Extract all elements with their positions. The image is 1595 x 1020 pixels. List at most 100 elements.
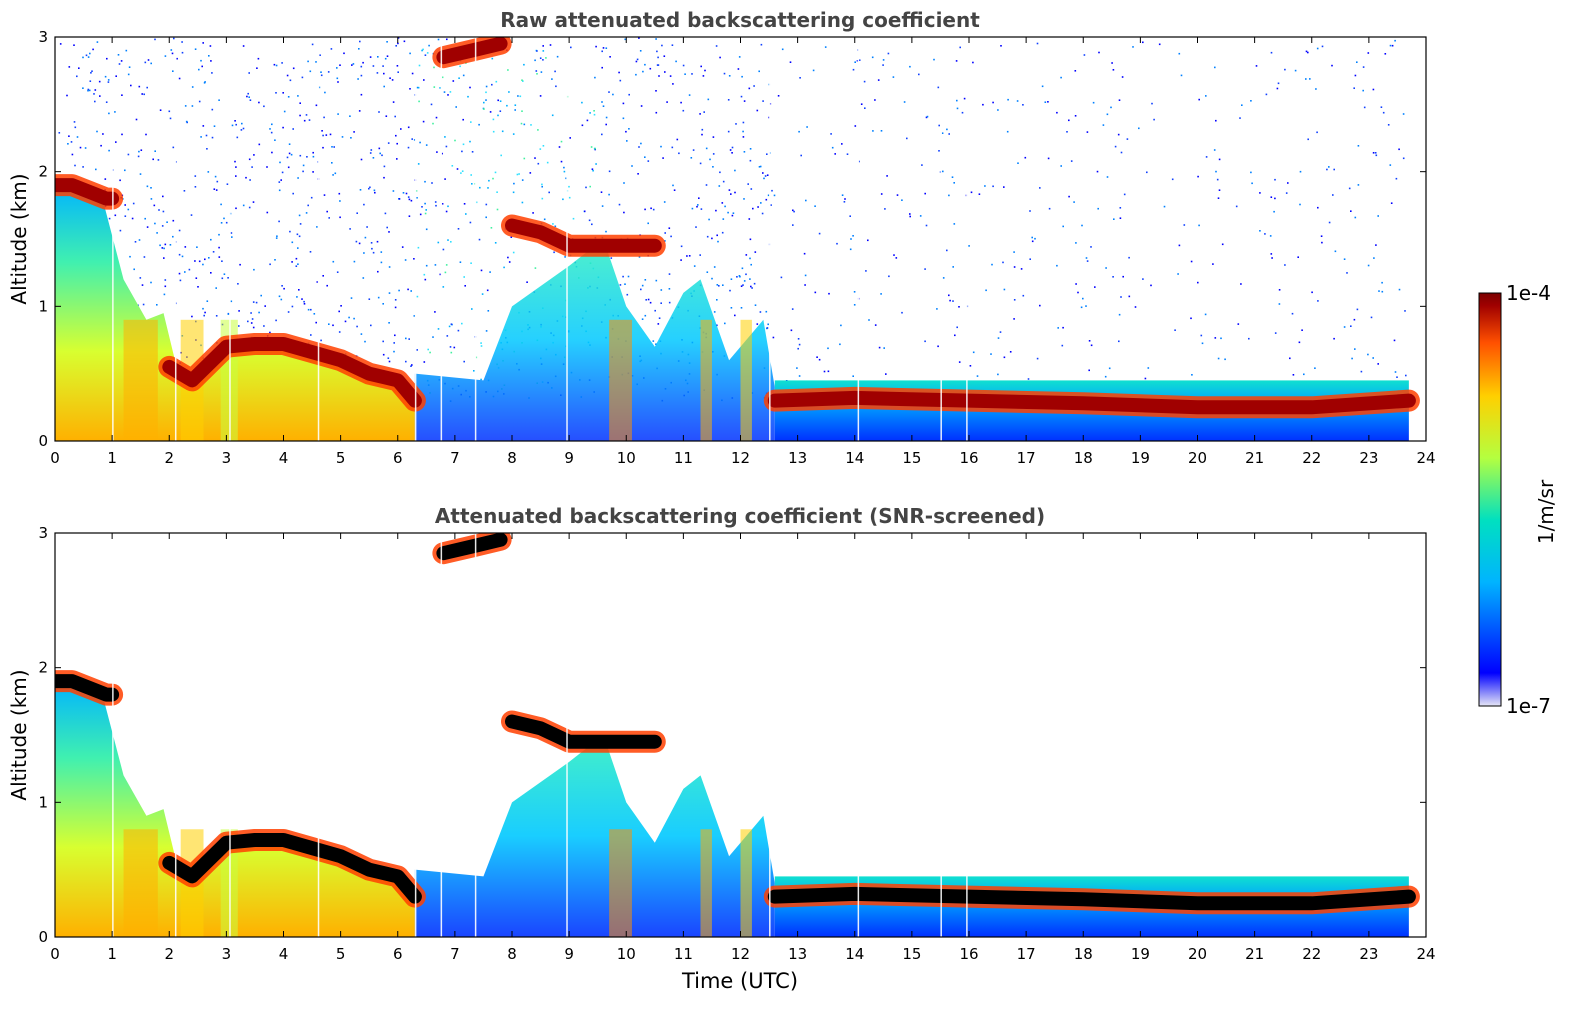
noise-pixel	[711, 237, 713, 240]
noise-pixel	[384, 57, 387, 60]
noise-pixel	[350, 297, 353, 299]
noise-pixel	[781, 48, 784, 51]
noise-pixel	[749, 257, 751, 260]
noise-pixel	[1389, 164, 1392, 166]
noise-pixel	[310, 196, 313, 199]
noise-pixel	[202, 125, 205, 127]
noise-pixel	[517, 95, 519, 97]
noise-pixel	[471, 151, 474, 153]
noise-pixel	[356, 212, 358, 214]
noise-pixel	[605, 230, 607, 233]
noise-pixel	[766, 174, 769, 176]
noise-pixel	[281, 171, 284, 174]
noise-pixel	[745, 254, 748, 256]
noise-pixel	[536, 50, 538, 52]
noise-pixel	[534, 59, 536, 62]
noise-pixel	[1237, 323, 1240, 325]
noise-pixel	[1039, 187, 1041, 189]
noise-pixel	[384, 212, 387, 215]
noise-pixel	[853, 291, 856, 293]
noise-pixel	[1061, 344, 1064, 347]
noise-pixel	[435, 116, 438, 119]
noise-pixel	[386, 226, 388, 229]
x-tick-label: 19	[1131, 449, 1150, 467]
noise-pixel	[767, 194, 770, 197]
noise-pixel	[424, 278, 427, 281]
noise-pixel	[321, 130, 323, 132]
noise-pixel	[938, 150, 940, 152]
noise-pixel	[956, 107, 959, 110]
noise-pixel	[459, 65, 461, 68]
noise-pixel	[255, 301, 258, 304]
noise-pixel	[483, 101, 485, 104]
noise-pixel	[150, 187, 152, 189]
noise-pixel	[305, 212, 308, 214]
noise-pixel	[1003, 186, 1005, 188]
noise-pixel	[378, 111, 380, 113]
x-tick-label: 7	[450, 449, 460, 467]
noise-pixel	[749, 148, 752, 150]
y-axis-label: Altitude (km)	[7, 173, 31, 304]
noise-pixel	[326, 210, 328, 213]
noise-pixel	[1119, 217, 1122, 219]
noise-pixel	[74, 164, 76, 167]
noise-pixel	[88, 89, 91, 92]
noise-pixel	[892, 76, 895, 78]
noise-pixel	[351, 64, 353, 66]
noise-pixel	[128, 66, 131, 68]
noise-pixel	[328, 323, 330, 325]
noise-pixel	[253, 268, 255, 271]
noise-pixel	[298, 214, 301, 217]
noise-pixel	[172, 146, 175, 149]
noise-pixel	[178, 272, 181, 275]
noise-pixel	[1066, 131, 1068, 133]
noise-pixel	[762, 172, 764, 174]
noise-pixel	[1120, 296, 1122, 298]
noise-pixel	[444, 271, 447, 274]
noise-pixel	[1367, 353, 1369, 356]
noise-pixel	[386, 41, 388, 43]
noise-pixel	[161, 247, 164, 249]
noise-pixel	[1036, 42, 1039, 45]
x-tick-label: 19	[1131, 945, 1150, 963]
noise-pixel	[322, 146, 324, 149]
noise-pixel	[622, 117, 625, 120]
noise-pixel	[512, 133, 515, 135]
noise-pixel	[953, 182, 955, 184]
noise-pixel	[1274, 332, 1277, 334]
noise-pixel	[946, 128, 948, 131]
noise-pixel	[707, 98, 710, 101]
noise-pixel	[178, 77, 181, 80]
noise-pixel	[976, 375, 979, 377]
noise-pixel	[1305, 78, 1307, 80]
y-tick-label: 1	[38, 793, 48, 811]
noise-pixel	[593, 110, 595, 112]
noise-pixel	[800, 154, 802, 157]
x-tick-label: 5	[336, 945, 346, 963]
noise-pixel	[523, 157, 526, 160]
noise-pixel	[407, 126, 410, 129]
noise-pixel	[655, 111, 658, 114]
noise-pixel	[309, 70, 312, 73]
noise-pixel	[739, 275, 741, 278]
noise-pixel	[1013, 299, 1016, 301]
x-tick-label: 20	[1188, 945, 1207, 963]
data-gap	[317, 533, 320, 937]
noise-pixel	[1382, 111, 1385, 114]
noise-pixel	[195, 277, 198, 279]
noise-pixel	[138, 239, 141, 241]
x-tick-label: 1	[107, 449, 117, 467]
noise-pixel	[1098, 51, 1100, 54]
noise-pixel	[841, 194, 844, 196]
noise-pixel	[213, 188, 216, 190]
noise-pixel	[852, 235, 854, 237]
noise-pixel	[1144, 377, 1147, 380]
noise-pixel	[416, 86, 419, 89]
noise-pixel	[585, 186, 587, 189]
noise-pixel	[727, 211, 729, 214]
noise-pixel	[1274, 178, 1276, 181]
noise-pixel	[435, 204, 437, 207]
noise-pixel	[127, 208, 130, 211]
noise-pixel	[410, 199, 413, 202]
noise-pixel	[715, 45, 718, 47]
